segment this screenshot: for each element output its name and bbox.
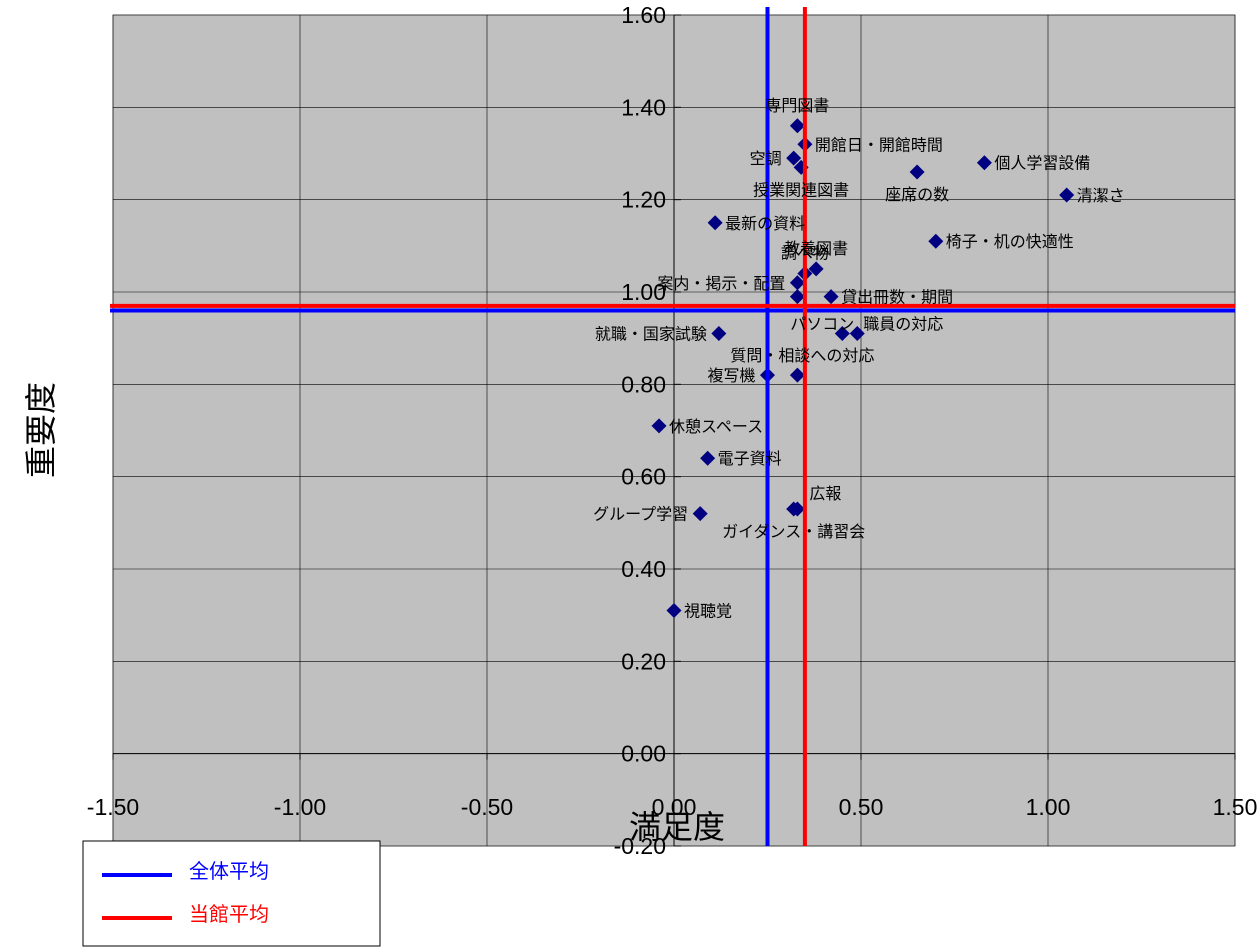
legend-label-library-average: 当館平均 [189,902,269,926]
data-point [692,506,708,522]
x-tick-label: -1.00 [274,794,326,820]
y-tick-label: 1.60 [621,2,666,28]
data-point [909,164,925,180]
point-label: 広報 [809,484,841,503]
y-tick-label: 0.40 [621,556,666,582]
point-label: 教養図書 [784,239,848,258]
point-label: 職員の対応 [863,315,943,334]
point-label: 授業関連図書 [753,180,849,199]
point-label: 調べ物 [781,244,829,263]
x-tick-label: 0.00 [652,794,697,820]
data-point [834,326,850,342]
point-label: 質問・相談への対応 [730,346,874,365]
y-axis-title: 重要度 [22,382,60,478]
point-label: 空調 [750,149,782,168]
point-label: 清潔さ [1077,186,1125,205]
data-point [808,261,824,277]
point-label: 座席の数 [885,185,949,204]
x-axis-title: 満足度 [629,808,725,846]
axes [112,14,1236,847]
point-label: 就職・国家試験 [595,325,707,344]
data-point [700,450,716,466]
legend-box [82,840,381,947]
x-tick-label: -1.50 [87,794,139,820]
tick-labels: -1.50 -1.00 -0.50 0.00 0.50 1.00 1.50 1.60 1.40 1… [87,2,1258,859]
data-point [786,501,802,517]
point-label: 開館日・開館時間 [815,135,943,154]
data-point [1059,187,1075,203]
y-tick-label: 0.20 [621,648,666,674]
legend-label-overall-average: 全体平均 [189,859,269,883]
point-label: 椅子・机の快適性 [946,232,1074,251]
point-label: 最新の資料 [725,214,805,233]
point-label: 専門図書 [765,96,829,115]
x-tick-label: -0.50 [461,794,513,820]
data-point [789,289,805,305]
reference-lines [110,7,1235,846]
data-point [786,150,802,166]
point-label: 個人学習設備 [994,154,1090,173]
data-point [666,603,682,619]
point-label: 電子資料 [718,449,782,468]
data-point [789,118,805,134]
data-point [928,233,944,249]
y-tick-label: 1.40 [621,94,666,120]
x-tick-label: 0.50 [839,794,884,820]
point-label: 貸出冊数・期間 [841,288,953,307]
legend: 全体平均 当館平均 [82,840,381,947]
point-label: グループ学習 [593,505,688,524]
y-tick-label: 1.00 [621,279,666,305]
data-point [707,215,723,231]
y-tick-label: 1.20 [621,187,666,213]
y-tick-label: 0.00 [621,741,666,767]
point-label: パソコン [790,315,854,334]
point-label: 休憩スペース [669,417,763,436]
x-tick-label: 1.50 [1213,794,1258,820]
point-label: 視聴覚 [684,602,732,621]
y-tick-label: 0.60 [621,464,666,490]
x-tick-label: 1.00 [1026,794,1071,820]
point-label: 案内・掲示・配置 [657,274,785,293]
point-label: ガイダンス・講習会 [722,522,865,541]
point-label: 複写機 [707,366,755,385]
data-point [651,418,667,434]
data-point [711,326,727,342]
y-tick-label: 0.80 [621,371,666,397]
data-point [976,155,992,171]
data-point [789,275,805,291]
data-point [789,367,805,383]
data-points [651,118,1075,619]
data-point [823,289,839,305]
data-point [849,326,865,342]
y-tick-label: -0.20 [614,833,666,859]
